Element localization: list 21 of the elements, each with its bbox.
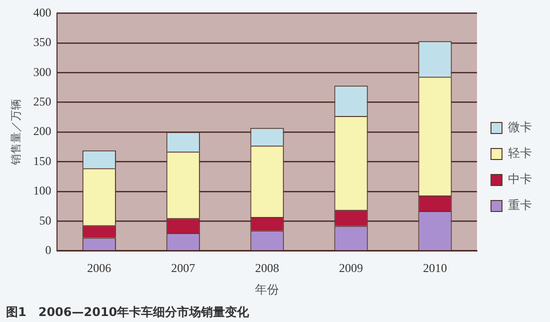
y-tick-label: 250 xyxy=(33,94,52,108)
y-tick-label: 150 xyxy=(33,154,52,168)
legend-label: 重卡 xyxy=(508,198,532,212)
y-tick-label: 50 xyxy=(39,213,52,228)
legend-label: 轻卡 xyxy=(508,146,532,160)
y-tick-label: 0 xyxy=(45,242,52,257)
y-tick-label: 300 xyxy=(33,64,52,79)
y-axis-title: 销售量／万辆 xyxy=(9,99,22,166)
x-axis-title: 年份 xyxy=(255,282,280,297)
x-tick-label: 2008 xyxy=(255,261,280,276)
y-tick-label: 200 xyxy=(33,124,52,138)
x-tick-label: 2010 xyxy=(423,261,448,276)
text: 图1 2006—2010年卡车细分市场销量变化 xyxy=(6,304,250,319)
y-tick-label: 350 xyxy=(33,35,52,50)
x-tick-label: 2007 xyxy=(171,261,196,276)
x-tick-label: 2009 xyxy=(339,261,364,276)
legend-label: 中卡 xyxy=(508,172,532,186)
x-tick-label: 2006 xyxy=(87,261,112,276)
legend-label: 微卡 xyxy=(508,120,532,134)
y-tick-label: 400 xyxy=(33,5,52,20)
y-tick-label: 100 xyxy=(33,184,52,198)
